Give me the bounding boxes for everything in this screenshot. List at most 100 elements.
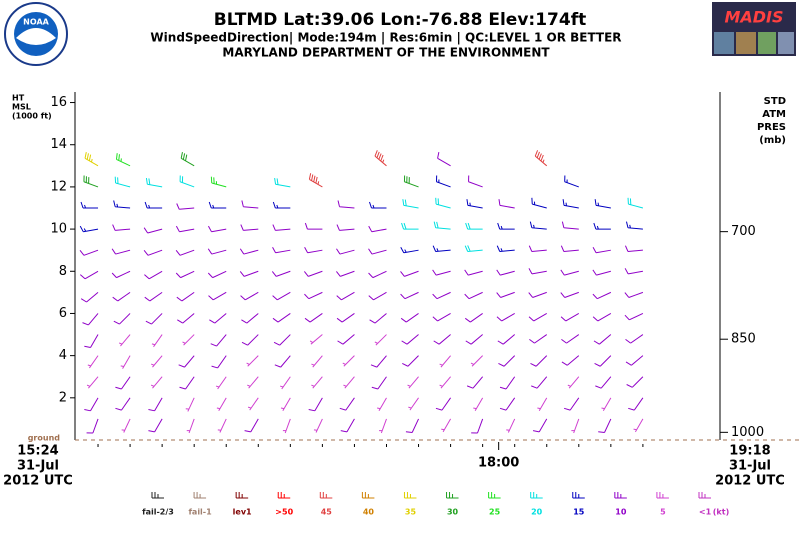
wind-barb [175, 249, 195, 256]
wind-barb [244, 418, 259, 433]
wind-barb [400, 270, 419, 277]
wind-barb [371, 376, 387, 390]
wind-barb [405, 418, 419, 434]
legend-label: 5 [660, 508, 666, 517]
wind-barb [496, 291, 515, 298]
wind-barb [178, 355, 195, 368]
wind-barb [468, 175, 483, 188]
wind-barb [343, 376, 355, 389]
wind-barb [313, 418, 323, 433]
wind-barb [311, 355, 323, 368]
wind-barb [175, 270, 195, 279]
wind-barb [115, 376, 131, 390]
wind-barb [403, 175, 419, 188]
wind-barb [86, 376, 99, 389]
noaa-text: NOAA [23, 18, 49, 27]
wind-barb [560, 269, 579, 276]
wind-barb [79, 270, 99, 280]
legend-label: <1 [699, 508, 712, 517]
wind-barb [121, 418, 131, 433]
wind-barb [114, 176, 131, 188]
wind-barb [528, 291, 547, 298]
wind-barb [374, 334, 387, 346]
wind-barb [529, 221, 547, 230]
wind-barb [175, 225, 195, 233]
wind-barb [217, 418, 227, 433]
legend-label: 40 [363, 508, 375, 517]
y-tick-label: 6 [59, 306, 67, 321]
wind-barb [340, 418, 355, 433]
x-tick-label: 18:00 [478, 456, 519, 471]
wind-barb [151, 334, 163, 348]
wind-barb [439, 355, 451, 368]
wind-barb [272, 201, 291, 209]
wind-barb [304, 313, 323, 323]
wind-barb [441, 418, 452, 433]
y2-axis-label: PRES [757, 122, 786, 133]
wind-barb [211, 355, 227, 369]
wind-barb [207, 270, 227, 279]
wind-barb [246, 355, 259, 367]
wind-barb [560, 245, 579, 252]
wind-barb [432, 313, 451, 322]
wind-barb [571, 418, 580, 434]
wind-barb [185, 397, 195, 412]
wind-barb [83, 175, 99, 188]
wind-barb [82, 313, 99, 326]
wind-barb [216, 397, 227, 412]
wind-barb [564, 175, 579, 188]
ground-label: ground [28, 434, 61, 443]
wind-barb [311, 376, 323, 389]
wind-barb [532, 418, 548, 433]
chart-title: BLTMD Lat:39.06 Lon:-76.88 Elev:174ft [214, 10, 586, 30]
wind-barb [280, 397, 291, 412]
wind-barb [464, 269, 483, 276]
wind-barb [437, 152, 451, 167]
wind-barb [150, 376, 163, 389]
wind-barb [368, 225, 387, 233]
wind-barb [432, 245, 451, 252]
wind-barb [466, 376, 484, 389]
wind-barb [209, 313, 227, 324]
madis-photo [758, 32, 776, 54]
wind-barb [337, 200, 355, 209]
wind-barb [594, 199, 611, 209]
y-tick-label: 14 [50, 137, 67, 152]
legend-label: >50 [275, 508, 293, 517]
wind-barb [143, 249, 163, 256]
madis-photo [736, 32, 756, 54]
wind-barb [210, 334, 227, 347]
wind-barb [241, 334, 259, 346]
wind-barb [86, 418, 99, 434]
legend-label: 35 [405, 508, 417, 517]
wind-barb [182, 334, 195, 346]
wind-barb [497, 334, 516, 345]
legend-label: 10 [615, 508, 627, 517]
wind-barb [148, 418, 163, 433]
wind-barb [433, 221, 451, 230]
wind-barb [531, 376, 548, 389]
chart-source: MARYLAND DEPARTMENT OF THE ENVIRONMENT [222, 46, 550, 60]
wind-barb [208, 291, 227, 301]
wind-barb [239, 248, 259, 255]
wind-barb [496, 245, 515, 252]
wind-barb [561, 355, 580, 366]
wind-barb [342, 355, 355, 367]
y2-tick-label: 1000 [731, 425, 764, 440]
wind-barb [592, 246, 611, 254]
wind-barb [625, 355, 644, 366]
legend-label: lev1 [233, 508, 252, 517]
y-tick-label: 4 [59, 348, 67, 363]
wind-barb [530, 355, 548, 367]
wind-barb [464, 245, 483, 252]
legend-swatch [277, 492, 291, 499]
x-limit-label: 15:24 [17, 444, 58, 459]
wind-barb [112, 224, 131, 231]
wind-barb [208, 225, 227, 233]
wind-barb [240, 291, 259, 301]
wind-barb [180, 152, 195, 167]
wind-barb [496, 269, 515, 276]
wind-barb [537, 397, 548, 412]
y-tick-label: 10 [50, 222, 67, 237]
